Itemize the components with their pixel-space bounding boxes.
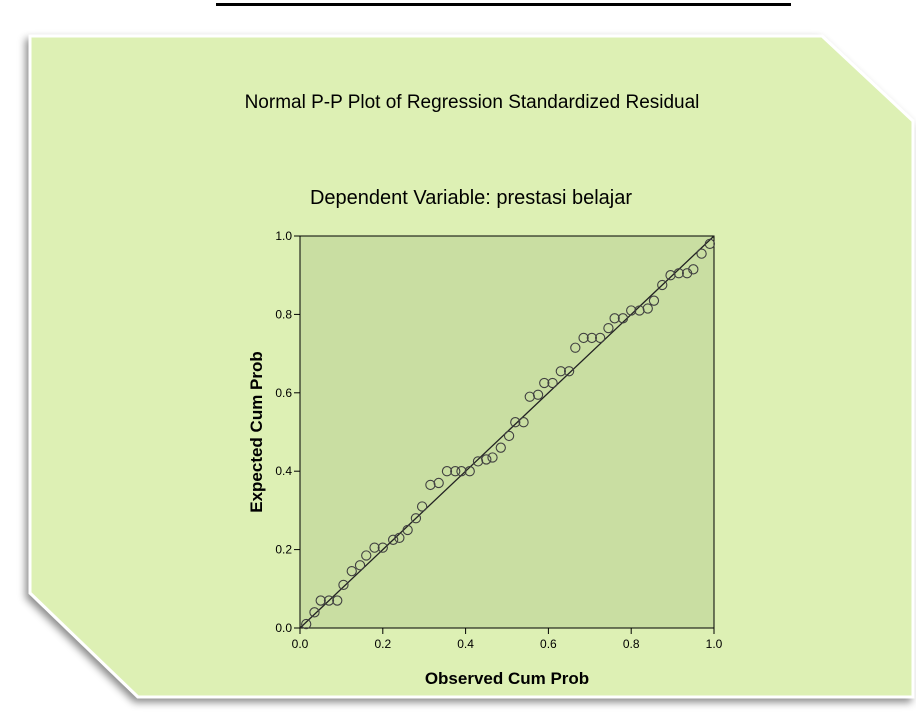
data-point	[416, 501, 428, 512]
x-axis-title: Observed Cum Prob	[425, 669, 589, 688]
data-point	[696, 248, 707, 259]
x-axis: 0.0 0.2 0.4 0.6 0.8 1.0	[292, 628, 723, 651]
data-point	[464, 466, 475, 477]
data-point	[586, 332, 598, 344]
data-point	[617, 313, 629, 324]
data-point	[539, 377, 550, 389]
data-point	[487, 452, 498, 463]
data-point	[648, 295, 660, 306]
data-point	[626, 305, 637, 316]
data-point	[578, 332, 589, 344]
data-point	[354, 560, 366, 571]
data-point	[410, 513, 422, 524]
y-tick-label: 0.6	[275, 386, 292, 400]
data-point	[563, 366, 575, 377]
data-point	[387, 534, 399, 545]
y-axis-title: Expected Cum Prob	[247, 351, 266, 513]
data-point	[518, 417, 529, 428]
x-tick-label: 0.0	[292, 637, 309, 651]
data-point	[394, 532, 405, 543]
data-point	[595, 332, 606, 344]
data-point	[425, 479, 436, 491]
data-point	[369, 542, 380, 553]
data-point	[547, 377, 558, 389]
data-point	[665, 270, 676, 281]
data-point	[441, 466, 453, 477]
data-point	[332, 595, 343, 606]
data-point	[433, 477, 444, 489]
data-point	[555, 366, 566, 377]
data-point	[495, 442, 506, 453]
y-axis: 0.0 0.2 0.4 0.6 0.8 1.0	[275, 229, 300, 635]
y-tick-label: 0.0	[275, 621, 292, 635]
data-point	[634, 305, 645, 316]
data-point	[704, 238, 716, 249]
x-tick-label: 0.6	[540, 637, 557, 651]
data-point	[346, 566, 357, 577]
data-point	[657, 279, 668, 291]
data-point	[361, 550, 372, 561]
data-point	[570, 342, 581, 353]
chart-subtitle: Dependent Variable: prestasi belajar	[309, 187, 633, 209]
data-point	[315, 595, 326, 606]
data-point	[481, 454, 492, 465]
data-point	[609, 313, 620, 324]
data-point	[338, 579, 349, 591]
data-point	[377, 542, 388, 553]
y-tick-label: 1.0	[275, 229, 292, 243]
data-point	[673, 268, 684, 279]
data-point	[472, 456, 484, 467]
data-points	[301, 238, 716, 630]
data-point	[688, 264, 699, 275]
data-point	[603, 322, 614, 334]
data-point	[510, 417, 521, 428]
data-point	[532, 389, 544, 400]
x-tick-label: 0.8	[623, 637, 640, 651]
x-tick-label: 1.0	[706, 637, 723, 651]
y-tick-label: 0.2	[275, 543, 292, 557]
data-point	[309, 607, 320, 618]
data-point	[402, 524, 413, 536]
chart-title: Normal P-P Plot of Regression Standardiz…	[244, 92, 700, 113]
data-point	[642, 303, 653, 314]
x-tick-label: 0.2	[374, 637, 391, 651]
data-point	[450, 466, 461, 477]
data-point	[503, 430, 515, 442]
x-tick-label: 0.4	[457, 637, 474, 651]
top-rule	[216, 3, 791, 6]
data-point	[524, 391, 535, 402]
data-point	[323, 595, 335, 606]
y-tick-label: 0.4	[275, 464, 292, 478]
y-tick-label: 0.8	[275, 307, 292, 321]
data-point	[456, 466, 467, 477]
data-point	[301, 618, 312, 630]
